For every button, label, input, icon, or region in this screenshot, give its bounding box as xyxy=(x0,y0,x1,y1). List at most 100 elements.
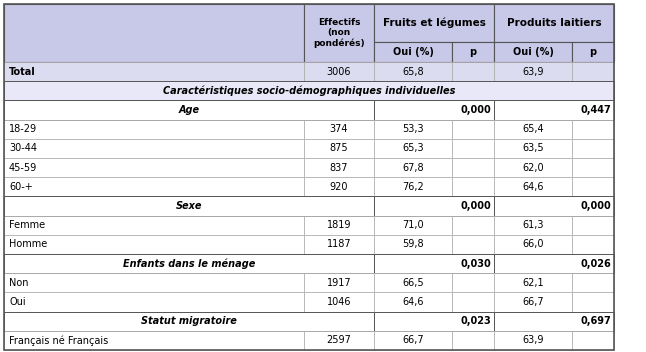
Text: 374: 374 xyxy=(329,124,348,134)
Bar xyxy=(374,42,452,62)
Text: 837: 837 xyxy=(329,163,348,172)
Text: 0,447: 0,447 xyxy=(580,105,611,115)
Bar xyxy=(452,139,494,158)
Text: 53,3: 53,3 xyxy=(402,124,424,134)
Bar xyxy=(452,120,494,139)
Text: 0,697: 0,697 xyxy=(580,316,611,326)
Bar xyxy=(494,4,614,42)
Bar xyxy=(572,120,614,139)
Text: 920: 920 xyxy=(329,182,348,192)
Bar xyxy=(572,331,614,350)
Text: Produits laitiers: Produits laitiers xyxy=(506,18,601,28)
Text: 3006: 3006 xyxy=(327,67,351,77)
Bar xyxy=(374,293,452,312)
Text: 875: 875 xyxy=(329,143,348,153)
Text: 1046: 1046 xyxy=(327,297,351,307)
Text: 30-44: 30-44 xyxy=(9,143,37,153)
Bar xyxy=(494,273,572,293)
Bar xyxy=(452,158,494,177)
Bar xyxy=(494,100,614,120)
Bar xyxy=(452,42,494,62)
Text: Femme: Femme xyxy=(9,220,45,230)
Bar xyxy=(374,158,452,177)
Bar xyxy=(452,235,494,254)
Text: Sexe: Sexe xyxy=(176,201,202,211)
Text: 2597: 2597 xyxy=(327,335,351,345)
Text: 64,6: 64,6 xyxy=(402,297,424,307)
Bar xyxy=(494,42,572,62)
Bar xyxy=(572,139,614,158)
Text: 66,7: 66,7 xyxy=(522,297,544,307)
Text: 63,9: 63,9 xyxy=(522,67,544,77)
Text: 66,7: 66,7 xyxy=(402,335,424,345)
Text: 0,000: 0,000 xyxy=(460,105,491,115)
Bar xyxy=(374,196,494,215)
Bar xyxy=(4,158,304,177)
Text: 1917: 1917 xyxy=(327,278,351,288)
Bar xyxy=(374,62,452,81)
Text: 65,8: 65,8 xyxy=(402,67,424,77)
Bar xyxy=(4,139,304,158)
Bar xyxy=(4,4,304,62)
Text: Effectifs
(non
pondérés): Effectifs (non pondérés) xyxy=(313,18,365,48)
Text: 66,0: 66,0 xyxy=(522,239,544,250)
Bar xyxy=(374,273,452,293)
Bar xyxy=(4,196,374,215)
Text: 76,2: 76,2 xyxy=(402,182,424,192)
Bar xyxy=(4,62,304,81)
Bar xyxy=(374,139,452,158)
Text: 62,0: 62,0 xyxy=(522,163,544,172)
Bar xyxy=(4,81,614,100)
Text: p: p xyxy=(470,47,477,57)
Text: 0,000: 0,000 xyxy=(580,201,611,211)
Bar xyxy=(304,273,374,293)
Bar xyxy=(304,120,374,139)
Text: 62,1: 62,1 xyxy=(522,278,544,288)
Bar xyxy=(304,215,374,235)
Bar xyxy=(304,62,374,81)
Text: Enfants dans le ménage: Enfants dans le ménage xyxy=(123,258,255,269)
Text: Statut migratoire: Statut migratoire xyxy=(141,316,237,326)
Bar xyxy=(572,215,614,235)
Bar xyxy=(304,158,374,177)
Bar xyxy=(452,62,494,81)
Bar xyxy=(304,235,374,254)
Bar xyxy=(304,139,374,158)
Bar xyxy=(572,177,614,196)
Bar xyxy=(572,293,614,312)
Text: Caractéristiques socio-démographiques individuelles: Caractéristiques socio-démographiques in… xyxy=(163,86,455,96)
Text: Total: Total xyxy=(9,67,36,77)
Bar xyxy=(494,235,572,254)
Bar xyxy=(452,177,494,196)
Bar xyxy=(374,312,494,331)
Text: 64,6: 64,6 xyxy=(522,182,544,192)
Bar xyxy=(494,312,614,331)
Bar xyxy=(494,215,572,235)
Text: Oui: Oui xyxy=(9,297,26,307)
Bar xyxy=(4,293,304,312)
Bar xyxy=(304,4,374,62)
Bar xyxy=(4,100,374,120)
Text: Age: Age xyxy=(178,105,200,115)
Bar xyxy=(494,139,572,158)
Text: 0,030: 0,030 xyxy=(460,259,491,269)
Bar xyxy=(572,42,614,62)
Bar xyxy=(374,177,452,196)
Bar xyxy=(494,62,572,81)
Text: Français né Français: Français né Français xyxy=(9,335,109,346)
Bar xyxy=(572,62,614,81)
Bar xyxy=(374,215,452,235)
Text: 67,8: 67,8 xyxy=(402,163,424,172)
Bar xyxy=(374,254,494,273)
Bar xyxy=(4,120,304,139)
Text: Non: Non xyxy=(9,278,28,288)
Text: Oui (%): Oui (%) xyxy=(512,47,554,57)
Bar xyxy=(4,331,304,350)
Bar xyxy=(304,293,374,312)
Bar xyxy=(4,235,304,254)
Text: 71,0: 71,0 xyxy=(402,220,424,230)
Bar xyxy=(4,312,374,331)
Text: Homme: Homme xyxy=(9,239,47,250)
Text: 66,5: 66,5 xyxy=(402,278,424,288)
Text: 0,026: 0,026 xyxy=(580,259,611,269)
